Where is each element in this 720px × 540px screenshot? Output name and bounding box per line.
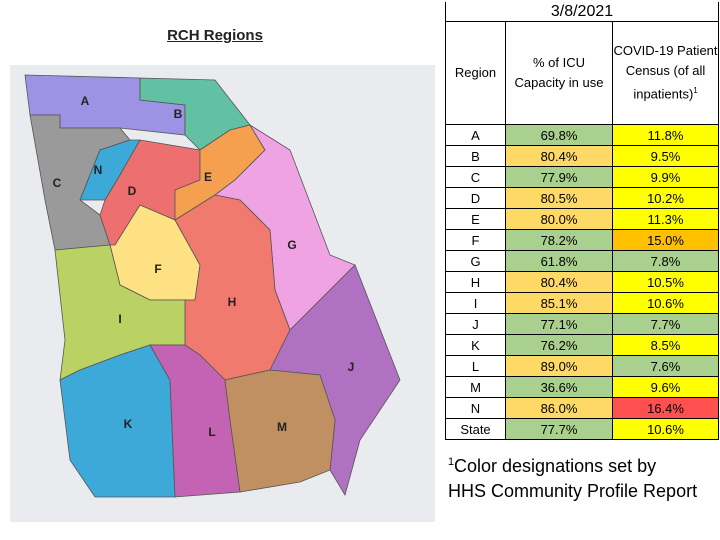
- table-cell: 10.6%: [612, 292, 719, 314]
- table-cell: 15.0%: [612, 229, 719, 251]
- table-cell: 77.1%: [505, 313, 613, 335]
- table-cell: 7.7%: [612, 313, 719, 335]
- map: A B C N D E G F H I J K L M: [10, 65, 435, 522]
- table-cell: C: [445, 166, 506, 188]
- table-cell: 16.4%: [612, 397, 719, 419]
- table-cell: 10.6%: [612, 418, 719, 440]
- footnote-mark: 1: [448, 456, 455, 468]
- table-cell: State: [445, 418, 506, 440]
- region-label: M: [277, 420, 287, 434]
- table-row: E 80.0% 11.3%: [445, 208, 719, 230]
- table-row: H 80.4% 10.5%: [445, 271, 719, 293]
- header-cell: COVID-19 Patient Census (of all inpatien…: [612, 21, 719, 125]
- table-row: State 77.7% 10.6%: [445, 418, 719, 440]
- table-cell: 9.6%: [612, 376, 719, 398]
- table-cell: 80.0%: [505, 208, 613, 230]
- date-cell: 3/8/2021: [445, 2, 719, 22]
- date-row: 3/8/2021: [445, 2, 719, 22]
- table-row: G 61.8% 7.8%: [445, 250, 719, 272]
- table-cell: 80.4%: [505, 145, 613, 167]
- map-title: RCH Regions: [167, 27, 263, 44]
- table-cell: 10.2%: [612, 187, 719, 209]
- table-cell: J: [445, 313, 506, 335]
- table-cell: 78.2%: [505, 229, 613, 251]
- table-row: J 77.1% 7.7%: [445, 313, 719, 335]
- footnote: 1Color designations set by HHS Community…: [448, 450, 698, 504]
- table-cell: 10.5%: [612, 271, 719, 293]
- region-label: G: [287, 238, 296, 252]
- table-row: C 77.9% 9.9%: [445, 166, 719, 188]
- header-row: Region % of ICU Capacity in use COVID-19 P…: [445, 21, 719, 125]
- header-text: COVID-19 Patient Census (of all inpatien…: [613, 43, 718, 102]
- table-cell: K: [445, 334, 506, 356]
- table-row: K 76.2% 8.5%: [445, 334, 719, 356]
- table-cell: 36.6%: [505, 376, 613, 398]
- region: [224, 369, 336, 493]
- region-label: E: [204, 170, 212, 184]
- table-cell: L: [445, 355, 506, 377]
- table-row: N 86.0% 16.4%: [445, 397, 719, 419]
- table-cell: 89.0%: [505, 355, 613, 377]
- region-label: J: [348, 360, 355, 374]
- table-cell: I: [445, 292, 506, 314]
- table-row: A 69.8% 11.8%: [445, 124, 719, 146]
- footnote-text: Color designations set by HHS Community …: [448, 456, 698, 501]
- table-row: B 80.4% 9.5%: [445, 145, 719, 167]
- table-cell: 77.7%: [505, 418, 613, 440]
- table-cell: G: [445, 250, 506, 272]
- region-label: K: [124, 417, 133, 431]
- header-note: 1: [693, 86, 698, 96]
- table-row: L 89.0% 7.6%: [445, 355, 719, 377]
- region-label: A: [81, 94, 90, 108]
- table-row: F 78.2% 15.0%: [445, 229, 719, 251]
- regions: A B C N D E G F H I J K L M: [24, 74, 401, 498]
- table-cell: E: [445, 208, 506, 230]
- table-cell: 7.8%: [612, 250, 719, 272]
- table-cell: F: [445, 229, 506, 251]
- region-label: I: [118, 312, 121, 326]
- table-cell: 69.8%: [505, 124, 613, 146]
- table-cell: 86.0%: [505, 397, 613, 419]
- table-cell: A: [445, 124, 506, 146]
- table-cell: D: [445, 187, 506, 209]
- table-cell: 80.5%: [505, 187, 613, 209]
- table-cell: B: [445, 145, 506, 167]
- region-label: L: [208, 425, 215, 439]
- table-row: I 85.1% 10.6%: [445, 292, 719, 314]
- table-cell: 11.3%: [612, 208, 719, 230]
- region-label: F: [154, 262, 161, 276]
- region-label: B: [174, 107, 183, 121]
- table-cell: 8.5%: [612, 334, 719, 356]
- header-cell: % of ICU Capacity in use: [505, 21, 613, 125]
- table-cell: 9.5%: [612, 145, 719, 167]
- region-label: H: [228, 295, 237, 309]
- table-cell: 76.2%: [505, 334, 613, 356]
- table-cell: 9.9%: [612, 166, 719, 188]
- table-cell: N: [445, 397, 506, 419]
- table-cell: 77.9%: [505, 166, 613, 188]
- table-cell: 61.8%: [505, 250, 613, 272]
- table-cell: 85.1%: [505, 292, 613, 314]
- table-cell: M: [445, 376, 506, 398]
- table-row: M 36.6% 9.6%: [445, 376, 719, 398]
- table-cell: 7.6%: [612, 355, 719, 377]
- region-label: C: [53, 176, 62, 190]
- table-row: D 80.5% 10.2%: [445, 187, 719, 209]
- table-cell: H: [445, 271, 506, 293]
- table-cell: 11.8%: [612, 124, 719, 146]
- header-text: Region: [454, 65, 497, 80]
- header-cell: Region: [445, 21, 506, 125]
- table-cell: 80.4%: [505, 271, 613, 293]
- region-label: N: [94, 163, 103, 177]
- region-label: D: [128, 184, 137, 198]
- header-text: % of ICU Capacity in use: [514, 55, 604, 90]
- data-table: 3/8/2021 Region % of ICU Capacity in use CO…: [445, 2, 719, 440]
